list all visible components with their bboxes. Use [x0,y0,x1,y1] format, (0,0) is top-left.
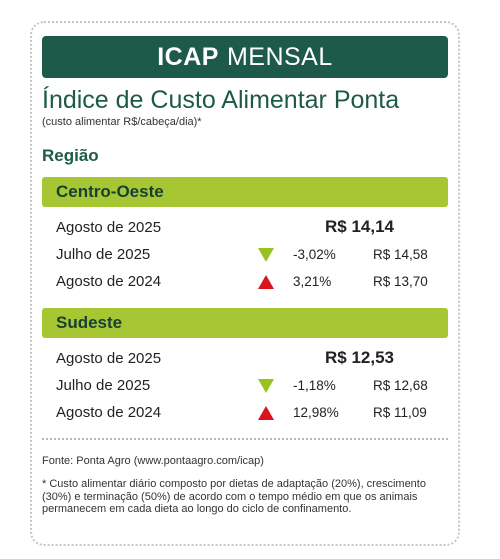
current-value: R$ 14,14 [325,217,394,236]
region-band-centro-oeste: Centro-Oeste [42,177,448,207]
arrow-up-icon [258,275,274,289]
dotted-divider [42,438,448,440]
comparison-value: R$ 11,09 [373,405,427,420]
arrow-down-icon [258,379,274,393]
change-percent: 3,21% [293,274,332,289]
row-previous-year-centro-oeste: Agosto de 2024 3,21% R$ 13,70 [56,271,446,293]
comparison-value: R$ 13,70 [373,274,428,289]
row-period: Julho de 2025 [56,246,151,263]
row-period: Agosto de 2024 [56,273,162,290]
change-percent: -1,18% [293,378,336,393]
banner-light-text: MENSAL [226,42,333,71]
row-current-sudeste: Agosto de 2025 R$ 12,53 [56,348,446,370]
row-current-centro-oeste: Agosto de 2025 R$ 14,14 [56,217,446,239]
row-period: Agosto de 2024 [56,404,162,421]
arrow-up-icon [258,406,274,420]
page-title: Índice de Custo Alimentar Ponta [42,86,400,114]
change-percent: -3,02% [293,247,336,262]
region-heading: Região [42,146,99,165]
comparison-value: R$ 14,58 [373,247,428,262]
current-value: R$ 12,53 [325,348,394,367]
change-percent: 12,98% [293,405,339,420]
arrow-down-icon [258,248,274,262]
region-band-sudeste: Sudeste [42,308,448,338]
row-previous-month-sudeste: Julho de 2025 -1,18% R$ 12,68 [56,375,446,397]
icap-banner: ICAP MENSAL [42,36,448,78]
row-previous-month-centro-oeste: Julho de 2025 -3,02% R$ 14,58 [56,244,446,266]
row-previous-year-sudeste: Agosto de 2024 12,98% R$ 11,09 [56,402,446,424]
row-period: Julho de 2025 [56,377,151,394]
banner-bold-text: ICAP [157,42,219,71]
row-period: Agosto de 2025 [56,350,162,367]
icap-card [30,21,460,546]
page-subtitle: (custo alimentar R$/cabeça/dia)* [42,116,202,128]
footnote: * Custo alimentar diário composto por di… [42,478,426,515]
row-period: Agosto de 2025 [56,219,162,236]
source-note: Fonte: Ponta Agro (www.pontaagro.com/ica… [42,455,264,467]
comparison-value: R$ 12,68 [373,378,428,393]
